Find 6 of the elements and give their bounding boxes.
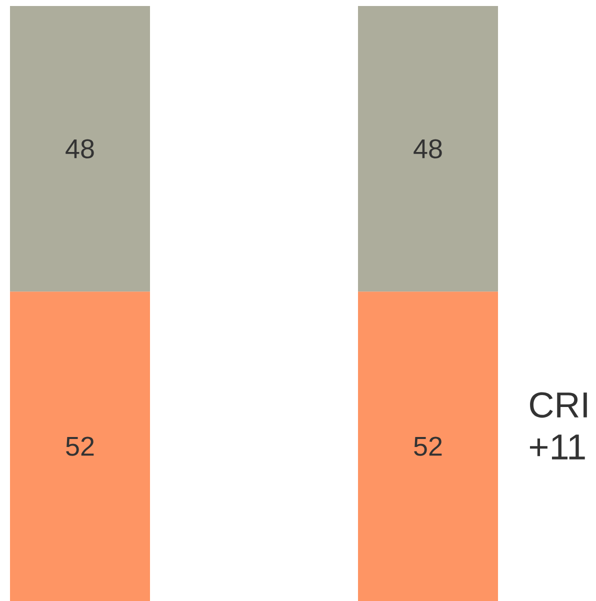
data-label: 48 <box>66 139 94 158</box>
data-label: 48 <box>414 139 442 158</box>
data-label: 52 <box>66 436 94 456</box>
annotation: CRI <box>530 392 587 418</box>
annotation: +11 <box>530 434 585 460</box>
data-label: 52 <box>414 436 442 456</box>
